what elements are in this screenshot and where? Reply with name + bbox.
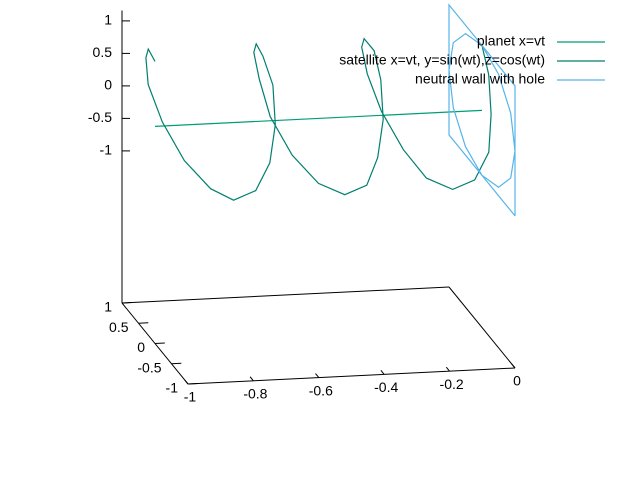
x-tick-label: -0.2	[440, 376, 464, 392]
series-line	[145, 37, 492, 201]
y-tick-label: 0.5	[109, 319, 129, 335]
z-tick-label: 1	[104, 12, 112, 28]
z-tick-label: 0.5	[93, 44, 113, 60]
base-edge	[448, 286, 516, 369]
x-tick	[315, 373, 320, 378]
x-tick-label: -0.8	[243, 386, 267, 402]
z-tick-label: 0	[104, 77, 112, 93]
y-tick-label: 0	[137, 339, 145, 355]
legend-label: satellite x=vt, y=sin(wt),z=cos(wt)	[339, 52, 545, 68]
x-tick-label: 0	[513, 373, 521, 389]
x-tick	[184, 379, 189, 385]
x-tick-label: -1	[184, 389, 197, 405]
x-tick	[511, 363, 516, 369]
legend-label: planet x=vt	[477, 33, 545, 49]
legend-label: neutral wall with hole	[415, 71, 545, 87]
z-tick-label: -0.5	[88, 109, 112, 125]
y-tick-label: -1	[166, 380, 179, 396]
base-edge	[121, 286, 450, 304]
x-tick	[380, 370, 385, 375]
y-tick-label: 1	[104, 299, 112, 315]
z-tick-label: -1	[100, 142, 113, 158]
series-line	[448, 3, 516, 217]
x-axis	[187, 367, 516, 385]
x-tick-label: -0.4	[374, 379, 398, 395]
x-tick	[249, 376, 254, 382]
x-tick-label: -0.6	[309, 382, 333, 398]
x-tick	[445, 366, 450, 372]
y-tick-label: -0.5	[137, 359, 161, 375]
series-line	[154, 109, 483, 127]
